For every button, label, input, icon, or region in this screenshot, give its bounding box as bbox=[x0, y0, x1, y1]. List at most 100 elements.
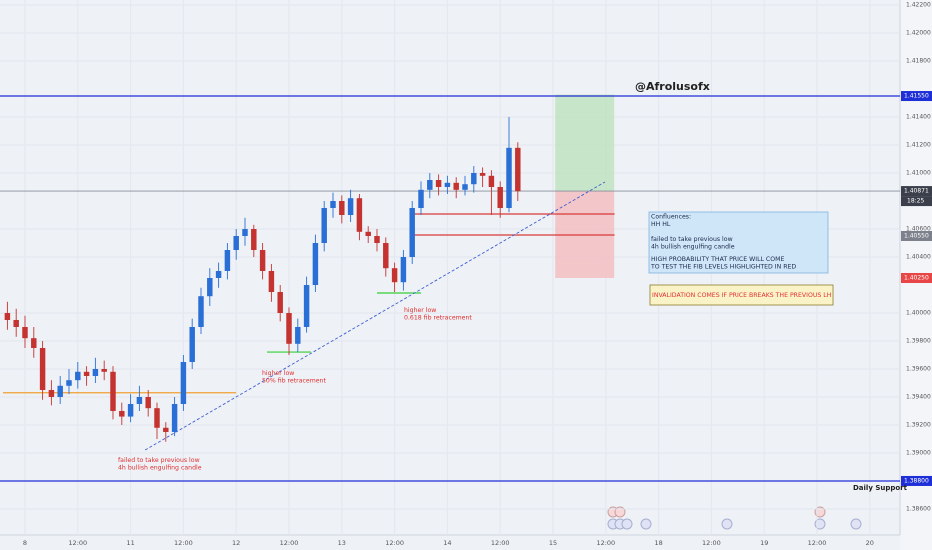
y-tick-label: 1.40000 bbox=[906, 309, 931, 316]
candle-body bbox=[136, 396, 143, 404]
price-label: 1.40550 bbox=[904, 233, 929, 240]
candle-body bbox=[31, 338, 37, 348]
candle-body bbox=[145, 396, 151, 409]
confluence-line: HIGH PROBABILITY THAT PRICE WILL COME bbox=[651, 256, 784, 263]
candle-body bbox=[479, 173, 486, 176]
level-label: 1.38800 bbox=[904, 477, 929, 484]
candle-body bbox=[444, 182, 451, 188]
x-tick-label: 15 bbox=[549, 539, 557, 547]
candle-body bbox=[427, 180, 433, 190]
level-label: 1.41550 bbox=[904, 93, 929, 100]
candle-body bbox=[207, 277, 213, 297]
candle-body bbox=[268, 270, 275, 292]
candle-body bbox=[198, 296, 204, 327]
confluences-box bbox=[648, 211, 829, 274]
candle-body bbox=[48, 389, 55, 397]
candle-body bbox=[127, 403, 134, 417]
candle-body bbox=[66, 380, 72, 386]
candle-body bbox=[339, 201, 345, 216]
candle-body bbox=[286, 312, 292, 344]
x-tick-label: 12:00 bbox=[596, 539, 615, 547]
level-label-bg bbox=[901, 475, 932, 486]
y-tick-label: 1.40600 bbox=[906, 226, 931, 233]
candle-body bbox=[330, 201, 336, 209]
candle-body bbox=[171, 403, 178, 432]
x-tick-label: 19 bbox=[760, 539, 768, 547]
price-label-bg bbox=[901, 231, 932, 242]
price-label: 1.40250 bbox=[904, 274, 929, 281]
event-icon bbox=[640, 518, 652, 530]
note: failed to take previous low bbox=[118, 457, 200, 464]
candle-body bbox=[383, 243, 389, 269]
x-tick-label: 18 bbox=[654, 539, 662, 547]
candle-body bbox=[497, 187, 503, 209]
y-tick-label: 1.41000 bbox=[906, 170, 931, 177]
confluence-line: 4h bullish engulfing candle bbox=[651, 244, 735, 251]
candle-body bbox=[321, 208, 327, 244]
confluence-line: failed to take previous low bbox=[651, 236, 733, 243]
level-label: 1.40871 bbox=[904, 188, 929, 195]
candle-body bbox=[13, 319, 19, 327]
candle-body bbox=[110, 371, 116, 411]
candle-body bbox=[101, 368, 107, 372]
invalidation: INVALIDATION COMES IF PRICE BREAKS THE P… bbox=[652, 292, 832, 299]
x-tick-label: 14 bbox=[443, 539, 451, 547]
y-tick-label: 1.42200 bbox=[906, 2, 931, 9]
level-label-bg bbox=[901, 91, 932, 102]
candle-body bbox=[347, 198, 354, 216]
candle-body bbox=[83, 371, 90, 376]
note: higher low bbox=[262, 370, 294, 377]
candle-body bbox=[119, 410, 125, 417]
candle-body bbox=[277, 291, 283, 313]
x-tick-label: 12 bbox=[232, 539, 240, 547]
event-icon bbox=[814, 518, 826, 530]
candle-body bbox=[92, 368, 99, 376]
y-tick-label: 1.39200 bbox=[906, 421, 931, 428]
level-label-bg bbox=[901, 186, 932, 197]
candle-body bbox=[312, 243, 319, 285]
y-tick-label: 1.41400 bbox=[906, 114, 931, 121]
event-icon bbox=[850, 518, 862, 530]
y-tick-label: 1.39400 bbox=[906, 393, 931, 400]
candle-body bbox=[224, 250, 231, 271]
price-label-bg bbox=[901, 272, 932, 283]
note: 50% fib retracement bbox=[262, 378, 326, 385]
candle-body bbox=[189, 326, 195, 362]
candle-body bbox=[356, 198, 363, 232]
candle-body bbox=[215, 270, 222, 278]
y-tick-label: 1.41200 bbox=[906, 142, 931, 149]
candle-body bbox=[488, 175, 495, 188]
candle-body bbox=[471, 173, 477, 185]
x-tick-label: 12:00 bbox=[808, 539, 827, 547]
x-tick-label: 12:00 bbox=[174, 539, 193, 547]
candle-body bbox=[453, 182, 459, 190]
candle-body bbox=[233, 236, 239, 251]
confluence-line: TO TEST THE FIB LEVELS HIGHLIGHTED IN RE… bbox=[650, 264, 796, 271]
note: 4h bullish engulfing candle bbox=[118, 465, 202, 472]
y-tick-label: 1.39600 bbox=[906, 365, 931, 372]
candle-body bbox=[154, 408, 160, 428]
x-tick-label: 12:00 bbox=[68, 539, 87, 547]
candle-body bbox=[303, 284, 310, 327]
candle-body bbox=[251, 229, 257, 251]
x-tick-label: 8 bbox=[23, 539, 27, 547]
countdown: 18:25 bbox=[907, 198, 924, 205]
candle-body bbox=[180, 361, 187, 404]
x-tick-label: 12:00 bbox=[702, 539, 721, 547]
candle-body bbox=[4, 312, 11, 320]
candle-body bbox=[163, 427, 169, 432]
candle-body bbox=[259, 250, 266, 271]
candle-body bbox=[374, 236, 380, 244]
chart-title: @Afrolusofx bbox=[635, 80, 710, 93]
x-tick-label: 12:00 bbox=[385, 539, 404, 547]
candle-body bbox=[242, 229, 248, 237]
x-tick-label: 12:00 bbox=[491, 539, 510, 547]
candle-body bbox=[462, 184, 468, 190]
candle-body bbox=[506, 147, 512, 209]
event-icon bbox=[621, 518, 633, 530]
candle-body bbox=[435, 180, 442, 188]
x-tick-label: 20 bbox=[866, 539, 874, 547]
candle-body bbox=[57, 385, 63, 397]
support-label: Daily Support bbox=[853, 484, 908, 492]
candle-body bbox=[409, 208, 415, 258]
